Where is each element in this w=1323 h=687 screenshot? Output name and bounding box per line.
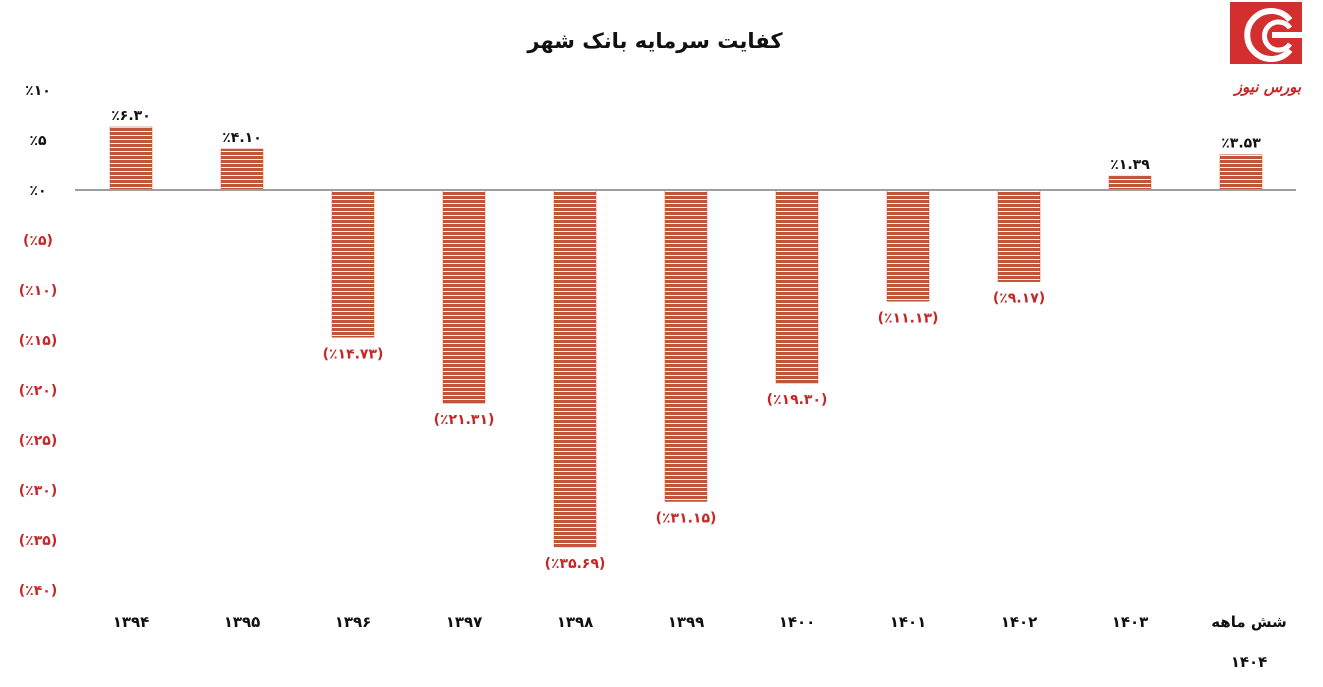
data-label: ٪۱.۳۹: [1110, 157, 1150, 173]
bar: [442, 189, 486, 404]
data-label: (٪۱۹.۳۰): [767, 392, 828, 408]
logo-text: بورس نیوز: [1233, 78, 1302, 96]
y-tick-label: ٪۰: [29, 183, 46, 199]
bar: [775, 189, 819, 384]
x-tick-label: ۱۳۹۹: [668, 613, 705, 631]
data-label: (٪۳۵.۶۹): [545, 556, 606, 572]
bar: [664, 189, 708, 502]
bar: [997, 189, 1041, 282]
x-tick-label: شش ماهه: [1211, 613, 1287, 631]
bar: [220, 148, 264, 191]
bar: [109, 126, 153, 191]
x-tick-label: ۱۴۰۲: [1001, 613, 1038, 631]
y-tick-label: (٪۳۵): [19, 533, 57, 549]
data-label: ٪۶.۳۰: [111, 108, 151, 124]
data-label: ٪۳.۵۳: [1221, 136, 1261, 152]
x-tick-label: ۱۴۰۱: [890, 613, 927, 631]
y-axis: ٪۱۰ ٪۵ ٪۰ (٪۵) (٪۱۰) (٪۱۵) (٪۲۰) (٪۲۵) (٪۳۰) (٪۳۵…: [19, 83, 57, 599]
x-tick-label: ۱۴۰۴: [1231, 653, 1268, 671]
y-tick-label: (٪۵): [23, 233, 53, 249]
data-label: (٪۱۱.۱۳): [878, 310, 939, 326]
bars: [109, 126, 1263, 548]
chart-title: کفایت سرمایه بانک شهر: [526, 29, 783, 53]
data-label: ٪۴.۱۰: [222, 130, 262, 146]
bar: [886, 189, 930, 302]
x-tick-label: ۱۳۹۶: [335, 613, 372, 631]
bar: [1219, 154, 1263, 191]
bar: [331, 189, 375, 338]
x-tick-label: ۱۳۹۷: [446, 613, 483, 631]
data-label: (٪۳۱.۱۵): [656, 511, 717, 527]
y-tick-label: (٪۳۰): [19, 483, 57, 499]
data-label: (٪۹.۱۷): [993, 291, 1045, 307]
x-tick-label: ۱۳۹۸: [557, 613, 594, 631]
bar: [553, 189, 597, 548]
x-axis: ۱۳۹۴ ۱۳۹۵ ۱۳۹۶ ۱۳۹۷ ۱۳۹۸ ۱۳۹۹ ۱۴۰۰ ۱۴۰۱ ۱۴۰۲ ۱۴۰۳…: [113, 613, 1287, 671]
y-tick-label: ٪۵: [29, 133, 47, 149]
y-tick-label: (٪۴۰): [19, 583, 57, 599]
x-tick-label: ۱۳۹۴: [113, 613, 150, 631]
data-label: (٪۱۴.۷۳): [323, 346, 384, 362]
y-tick-label: ٪۱۰: [25, 83, 51, 99]
bar: [1108, 175, 1152, 191]
x-tick-label: ۱۴۰۰: [779, 613, 816, 631]
y-tick-label: (٪۱۰): [19, 283, 57, 299]
y-tick-label: (٪۲۰): [19, 383, 57, 399]
x-tick-label: ۱۴۰۳: [1112, 613, 1149, 631]
data-label: (٪۲۱.۳۱): [434, 412, 495, 428]
bourse-news-logo: بورس نیوز: [1228, 0, 1308, 110]
y-tick-label: (٪۱۵): [19, 333, 57, 349]
data-labels: ٪۶.۳۰ ٪۴.۱۰ (٪۱۴.۷۳) (٪۲۱.۳۱) (٪۳۵.۶۹) (٪۳۱.۱…: [111, 108, 1261, 572]
x-tick-label: ۱۳۹۵: [224, 613, 261, 631]
bourse-news-logo-icon: [1230, 2, 1302, 64]
y-tick-label: (٪۲۵): [19, 433, 57, 449]
